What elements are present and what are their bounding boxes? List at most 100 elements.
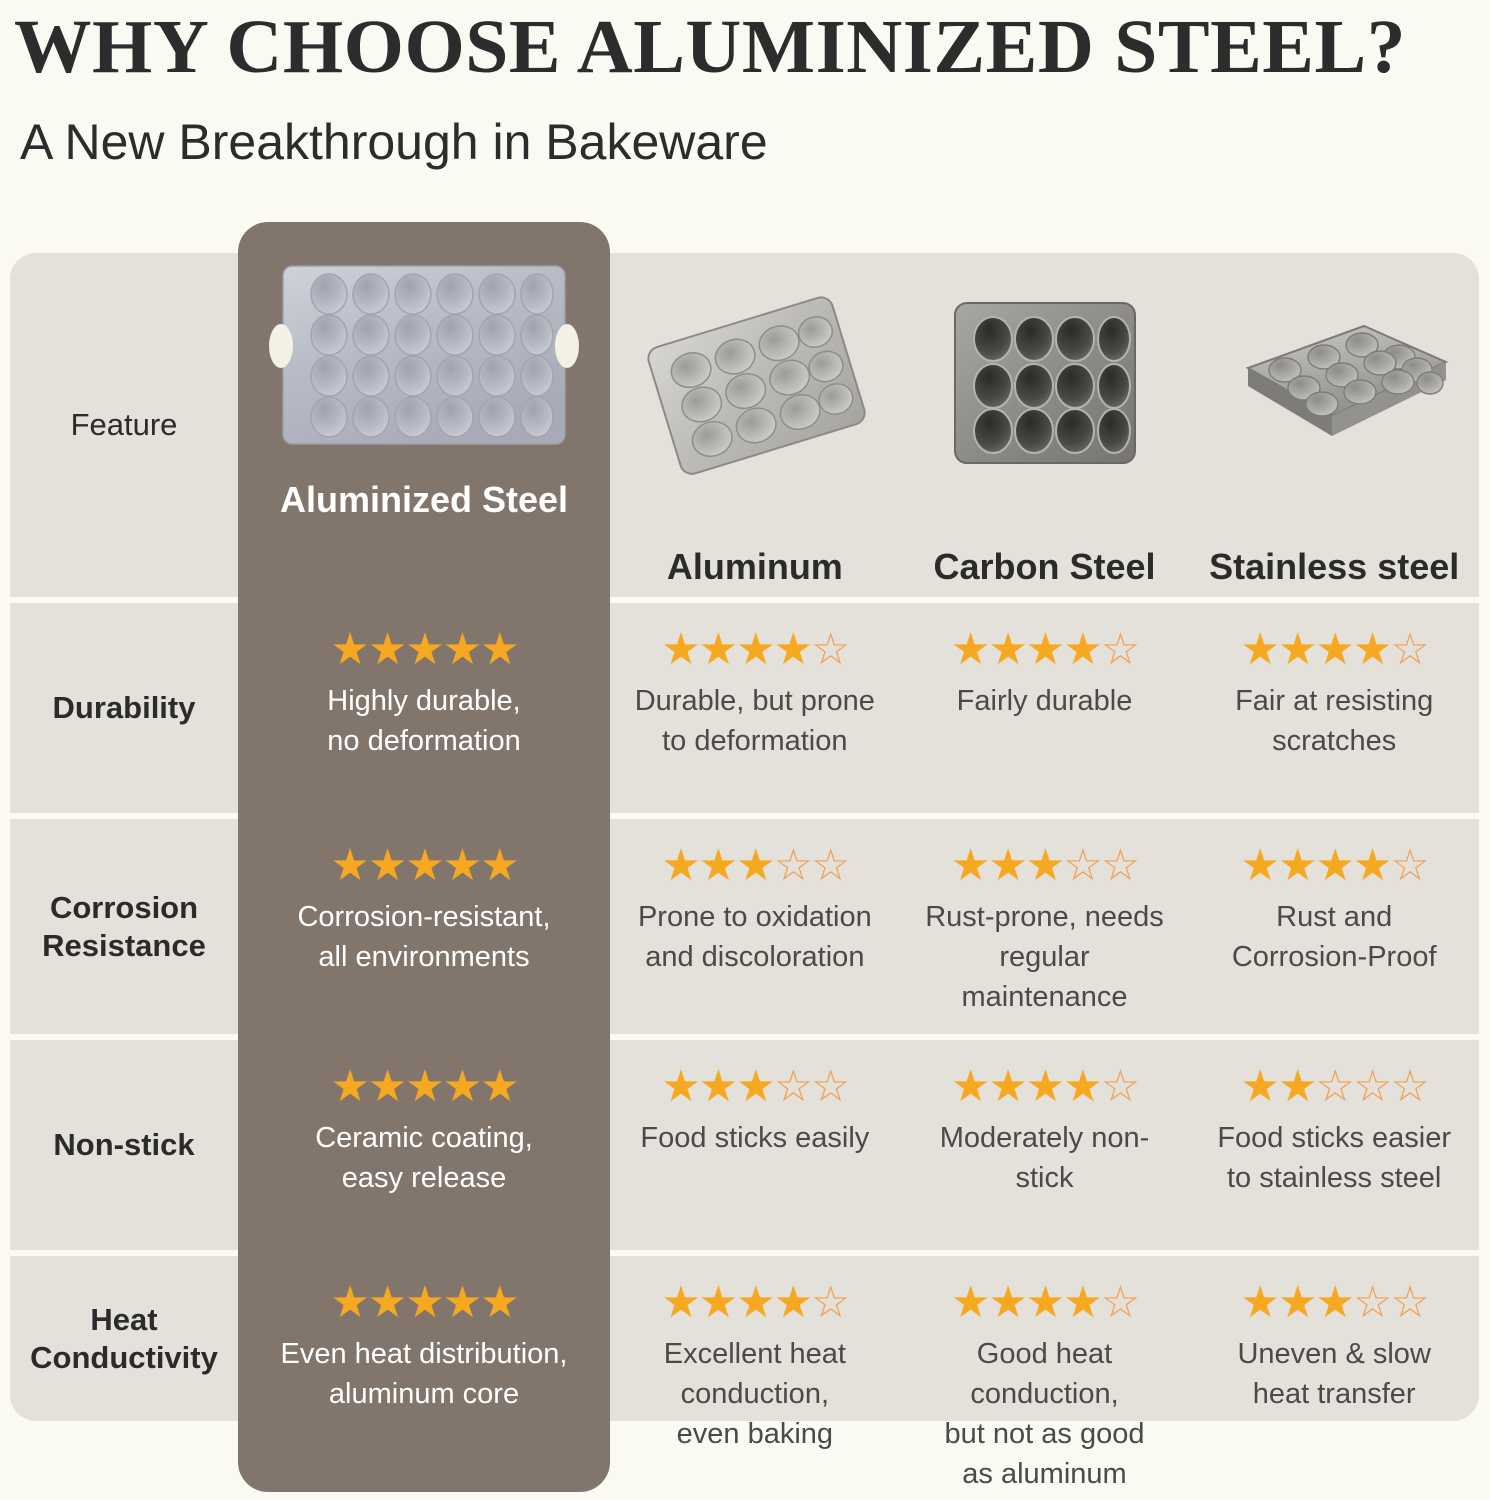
star-filled-icon: ★ [950,1278,990,1327]
highlighted-column-aluminized-steel: Aluminized Steel ★★★★★ Highly durable, no… [238,222,610,1492]
cell-nonstick-aluminum: ★★★☆☆ Food sticks easily [610,1040,900,1250]
star-empty-icon: ☆ [1100,1062,1140,1111]
stainless-steel-pan-image [1199,259,1469,479]
rating-stars: ★★☆☆☆ [1240,1062,1430,1112]
star-filled-icon: ★ [736,625,775,674]
cell-text: Fair at resisting scratches [1235,685,1434,757]
cell-text: Corrosion-resistant, all environments [297,901,551,973]
star-filled-icon: ★ [480,841,519,890]
highlight-cell-durability: ★★★★★ Highly durable, no deformation [238,603,610,813]
star-filled-icon: ★ [1315,625,1354,674]
star-filled-icon: ★ [330,1278,369,1327]
feature-label-durability: Durability [52,690,196,725]
star-filled-icon: ★ [1063,1062,1102,1111]
column-header-stainless-steel: Stainless steel [1189,253,1479,597]
star-filled-icon: ★ [1352,625,1392,674]
star-filled-icon: ★ [367,1278,407,1327]
cell-text: Highly durable, no deformation [327,685,521,757]
star-filled-icon: ★ [405,1062,444,1111]
star-filled-icon: ★ [773,625,813,674]
table-row-corrosion-resistance: Corrosion Resistance ★★★☆☆ Prone to oxida… [10,819,1479,1034]
cell-corrosion-carbon-steel: ★★★☆☆ Rust-prone, needs regular maintenan… [900,819,1190,1034]
rating-stars: ★★★★☆ [950,1278,1140,1328]
star-empty-icon: ☆ [1352,1062,1392,1111]
star-filled-icon: ★ [442,841,482,890]
cell-text: Ceramic coating, easy release [315,1122,533,1194]
star-filled-icon: ★ [405,841,444,890]
star-empty-icon: ☆ [1100,841,1140,890]
rating-stars: ★★★☆☆ [1241,1278,1430,1328]
star-filled-icon: ★ [367,841,407,890]
cell-corrosion-stainless-steel: ★★★★☆ Rust and Corrosion-Proof [1189,819,1479,1034]
star-filled-icon: ★ [661,1278,700,1327]
star-filled-icon: ★ [1025,841,1065,890]
cell-heat-stainless-steel: ★★★☆☆ Uneven & slow heat transfer [1189,1256,1479,1421]
star-filled-icon: ★ [988,841,1027,890]
highlight-cell-heat-conductivity: ★★★★★ Even heat distribution, aluminum co… [238,1256,610,1436]
star-filled-icon: ★ [1025,625,1065,674]
aluminum-pan-image [620,259,890,479]
cell-text: Moderately non-stick [939,1122,1150,1194]
rating-stars: ★★★★☆ [661,1278,850,1328]
cell-text: Prone to oxidation and discoloration [637,901,872,973]
page-title: WHY CHOOSE ALUMINIZED STEEL? [14,5,1407,89]
star-filled-icon: ★ [736,1062,775,1111]
highlight-column-title: Aluminized Steel [279,479,569,520]
table-header-row: Feature [10,253,1479,597]
cell-durability-aluminum: ★★★★☆ Durable, but prone to deformation [610,603,900,813]
feature-cell-durability: Durability [10,603,238,813]
cell-text: Fairly durable [956,685,1133,717]
star-filled-icon: ★ [950,841,990,890]
cell-heat-carbon-steel: ★★★★☆ Good heat conduction, but not as go… [900,1256,1190,1490]
rating-stars: ★★★★★ [330,1062,519,1112]
star-filled-icon: ★ [988,1278,1027,1327]
feature-header-cell: Feature [10,253,238,597]
star-empty-icon: ☆ [773,841,813,890]
star-empty-icon: ☆ [1100,1278,1140,1327]
star-empty-icon: ☆ [811,841,850,890]
column-title-aluminum: Aluminum [666,546,843,587]
rating-stars: ★★★★★ [330,1278,519,1328]
feature-label-heat-conductivity: Heat Conductivity [30,1301,218,1375]
cell-text: Durable, but prone to deformation [634,685,875,757]
rating-stars: ★★★★☆ [950,625,1140,675]
star-empty-icon: ☆ [811,1278,850,1327]
rating-stars: ★★★★☆ [1241,841,1430,891]
rating-stars: ★★★★★ [330,841,519,891]
star-filled-icon: ★ [1240,1062,1280,1111]
highlight-cell-non-stick: ★★★★★ Ceramic coating, easy release [238,1040,610,1250]
table-row-durability: Durability ★★★★☆ Durable, but prone to de… [10,603,1479,813]
star-filled-icon: ★ [1278,1278,1317,1327]
feature-label-corrosion-resistance: Corrosion Resistance [42,889,206,963]
feature-cell-non-stick: Non-stick [10,1040,238,1250]
cell-corrosion-aluminum: ★★★☆☆ Prone to oxidation and discoloratio… [610,819,900,1034]
star-filled-icon: ★ [661,1062,700,1111]
star-empty-icon: ☆ [811,625,850,674]
cell-durability-stainless-steel: ★★★★☆ Fair at resisting scratches [1189,603,1479,813]
star-empty-icon: ☆ [1390,841,1429,890]
cell-text: Excellent heat conduction, even baking [663,1338,846,1450]
cell-text: Good heat conduction, but not as good as a… [944,1338,1145,1490]
star-filled-icon: ★ [1025,1278,1065,1327]
table-row-non-stick: Non-stick ★★★☆☆ Food sticks easily ★★★★☆… [10,1040,1479,1250]
cell-nonstick-carbon-steel: ★★★★☆ Moderately non-stick [900,1040,1190,1250]
star-empty-icon: ☆ [811,1062,850,1111]
star-filled-icon: ★ [1352,841,1392,890]
star-empty-icon: ☆ [773,1062,813,1111]
highlight-cell-corrosion-resistance: ★★★★★ Corrosion-resistant, all environmen… [238,819,610,1034]
star-filled-icon: ★ [405,1278,444,1327]
star-filled-icon: ★ [698,1062,738,1111]
star-filled-icon: ★ [1240,625,1280,674]
star-filled-icon: ★ [405,625,444,674]
star-filled-icon: ★ [442,1278,482,1327]
star-filled-icon: ★ [1278,1062,1317,1111]
star-filled-icon: ★ [950,625,990,674]
star-filled-icon: ★ [736,841,775,890]
cell-heat-aluminum: ★★★★☆ Excellent heat conduction, even baki… [610,1256,900,1450]
rating-stars: ★★★★☆ [951,1062,1140,1112]
feature-cell-corrosion-resistance: Corrosion Resistance [10,819,238,1034]
column-title-stainless-steel: Stainless steel [1209,546,1460,587]
star-filled-icon: ★ [988,1062,1027,1111]
feature-label-non-stick: Non-stick [53,1127,195,1162]
